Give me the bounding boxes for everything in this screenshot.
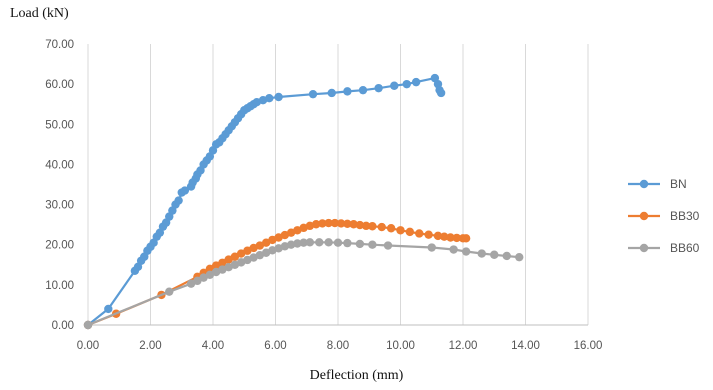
data-point-bb60 — [324, 238, 333, 247]
data-point-bb30 — [230, 252, 240, 261]
legend-marker-bn — [639, 179, 649, 189]
data-point-bb30 — [224, 255, 233, 264]
data-point-bb30 — [377, 222, 386, 232]
x-tick-label: 12.00 — [449, 340, 478, 352]
data-point-bb30 — [255, 241, 265, 250]
series-line-bb60 — [87, 241, 520, 327]
data-point-bb60 — [383, 241, 393, 250]
data-point-bb30 — [405, 227, 415, 237]
data-point-bn — [104, 304, 113, 314]
y-tick-label: 70.00 — [45, 39, 74, 51]
data-point-bn — [374, 83, 383, 93]
x-tick-label: 6.00 — [264, 340, 286, 352]
legend-marker-bb30 — [639, 211, 649, 221]
data-point-bn — [265, 93, 274, 103]
data-point-bb60 — [299, 238, 308, 247]
data-point-bb30 — [324, 218, 333, 228]
y-tick-label: 40.00 — [45, 159, 74, 171]
data-point-bb30 — [355, 220, 365, 230]
data-point-bb30 — [343, 219, 352, 229]
data-point-bb30 — [361, 221, 371, 231]
data-point-bn — [327, 88, 336, 98]
data-point-bb30 — [318, 219, 327, 228]
data-point-bb60 — [83, 320, 93, 330]
data-point-bn — [180, 186, 190, 195]
data-point-bb30 — [386, 224, 396, 233]
x-tick-label: 2.00 — [139, 340, 161, 352]
x-tick-label: 8.00 — [327, 340, 349, 352]
data-point-bb30 — [440, 232, 449, 241]
data-point-bb30 — [336, 219, 346, 228]
data-point-bb60 — [427, 243, 436, 252]
data-point-bn — [411, 77, 421, 87]
data-point-bn — [343, 87, 352, 96]
data-point-bb30 — [452, 233, 461, 243]
data-point-bn — [174, 196, 183, 205]
x-tick-label: 14.00 — [511, 340, 540, 352]
data-point-bb60 — [305, 238, 315, 247]
data-point-bb30 — [446, 233, 455, 242]
x-tick-label: 16.00 — [574, 340, 603, 352]
data-point-bn — [308, 89, 318, 99]
series-line-bn — [87, 76, 443, 326]
data-point-bn — [436, 88, 446, 98]
data-point-bb60 — [165, 287, 174, 296]
legend-label-bb30: BB30 — [670, 209, 700, 223]
data-point-bb30 — [368, 222, 377, 231]
data-point-bb30 — [211, 261, 221, 270]
data-point-bb60 — [502, 251, 511, 261]
x-tick-label: 4.00 — [202, 340, 224, 352]
data-point-bb30 — [415, 229, 424, 238]
data-point-bb60 — [490, 250, 499, 259]
data-point-bn — [402, 79, 411, 89]
data-point-bb30 — [218, 258, 227, 267]
legend-label-bb60: BB60 — [670, 241, 700, 255]
y-tick-label: 20.00 — [45, 240, 74, 252]
data-point-bb30 — [243, 246, 252, 255]
data-point-bb30 — [461, 234, 471, 243]
data-point-bb60 — [315, 238, 324, 247]
data-point-bb60 — [293, 239, 302, 248]
data-point-bb60 — [193, 276, 202, 286]
legend-marker-bb60 — [639, 243, 649, 253]
x-tick-label: 10.00 — [386, 340, 415, 352]
legend-label-bn: BN — [670, 177, 687, 191]
y-tick-label: 60.00 — [45, 79, 74, 91]
x-axis-title: Deflection (mm) — [309, 368, 404, 383]
y-tick-label: 0.00 — [52, 320, 74, 332]
data-point-bb30 — [424, 230, 433, 239]
x-tick-label: 0.00 — [77, 340, 99, 352]
data-point-bb30 — [349, 220, 358, 229]
data-point-bb30 — [311, 220, 321, 229]
data-point-bb30 — [433, 231, 443, 241]
data-point-bb60 — [333, 238, 343, 247]
data-point-bb60 — [343, 238, 352, 248]
data-point-bb60 — [449, 245, 458, 254]
data-point-bb60 — [286, 240, 296, 249]
data-point-bb60 — [205, 270, 215, 280]
data-point-bn — [358, 85, 368, 95]
y-tick-label: 50.00 — [45, 119, 74, 131]
data-point-bb60 — [199, 273, 208, 282]
y-tick-label: 30.00 — [45, 200, 74, 212]
data-point-bb60 — [477, 249, 486, 258]
data-point-bb30 — [330, 218, 340, 228]
data-point-bb30 — [205, 264, 215, 273]
data-point-bb60 — [368, 240, 377, 249]
data-point-bb60 — [515, 252, 524, 262]
data-point-bb30 — [261, 238, 271, 247]
data-point-bb60 — [355, 239, 365, 249]
data-point-bn — [274, 92, 283, 102]
data-point-bb60 — [461, 247, 471, 256]
y-tick-label: 10.00 — [45, 280, 74, 292]
data-point-bb30 — [236, 249, 246, 258]
data-point-bb60 — [186, 279, 196, 288]
data-point-bb30 — [396, 226, 405, 235]
y-axis-title: Load (kN) — [10, 6, 69, 21]
data-point-bn — [390, 81, 399, 90]
